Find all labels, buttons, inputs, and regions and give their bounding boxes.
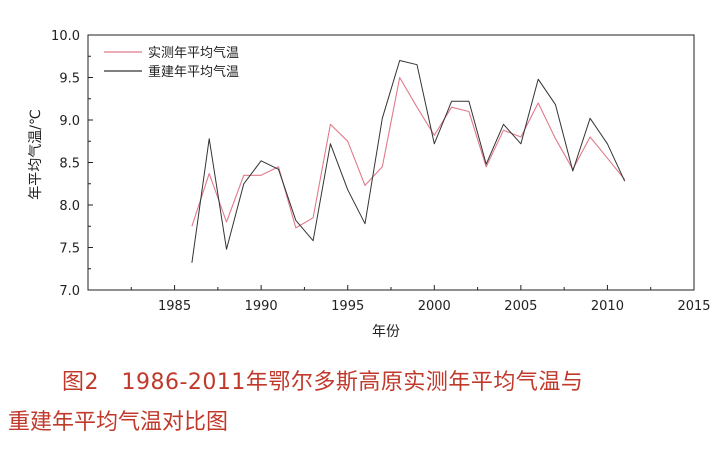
x-axis: 1985 1990 1995 2000 2005 2010 2015 bbox=[130, 285, 711, 314]
figure-caption-line-2: 重建年平均气温对比图 bbox=[8, 410, 229, 435]
line-chart: 7.0 7.5 8.0 8.5 9.0 9.5 10.0 1985 1990 1995 2000 2… bbox=[28, 29, 711, 340]
x-tick-label: 2005 bbox=[504, 299, 537, 314]
x-tick-label: 2000 bbox=[418, 299, 451, 314]
y-tick-label: 10.0 bbox=[51, 29, 80, 44]
legend-label-1: 实测年平均气温 bbox=[148, 45, 239, 61]
legend-label-2: 重建年平均气温 bbox=[148, 64, 239, 80]
y-tick-label: 8.0 bbox=[59, 199, 80, 214]
series-line-2 bbox=[191, 60, 626, 263]
y-axis: 7.0 7.5 8.0 8.5 9.0 9.5 10.0 bbox=[51, 29, 93, 299]
x-tick-label: 1990 bbox=[245, 299, 278, 314]
x-tick-label: 2010 bbox=[591, 299, 624, 314]
y-tick-label: 9.5 bbox=[59, 72, 80, 87]
y-axis-title: 年平均气温/℃ bbox=[28, 109, 44, 199]
x-tick-label: 1985 bbox=[158, 299, 191, 314]
y-tick-label: 8.5 bbox=[59, 157, 80, 172]
x-tick-label: 1995 bbox=[331, 299, 364, 314]
x-tick-label: 2015 bbox=[677, 299, 710, 314]
y-tick-label: 7.5 bbox=[59, 242, 80, 257]
x-axis-title: 年份 bbox=[372, 324, 400, 340]
series-lines bbox=[191, 60, 626, 263]
y-tick-label: 7.0 bbox=[59, 284, 80, 299]
series-line-1 bbox=[191, 76, 626, 229]
figure-caption-line-1: 图2 1986-2011年鄂尔多斯高原实测年平均气温与 bbox=[62, 370, 584, 395]
y-tick-label: 9.0 bbox=[59, 114, 80, 129]
